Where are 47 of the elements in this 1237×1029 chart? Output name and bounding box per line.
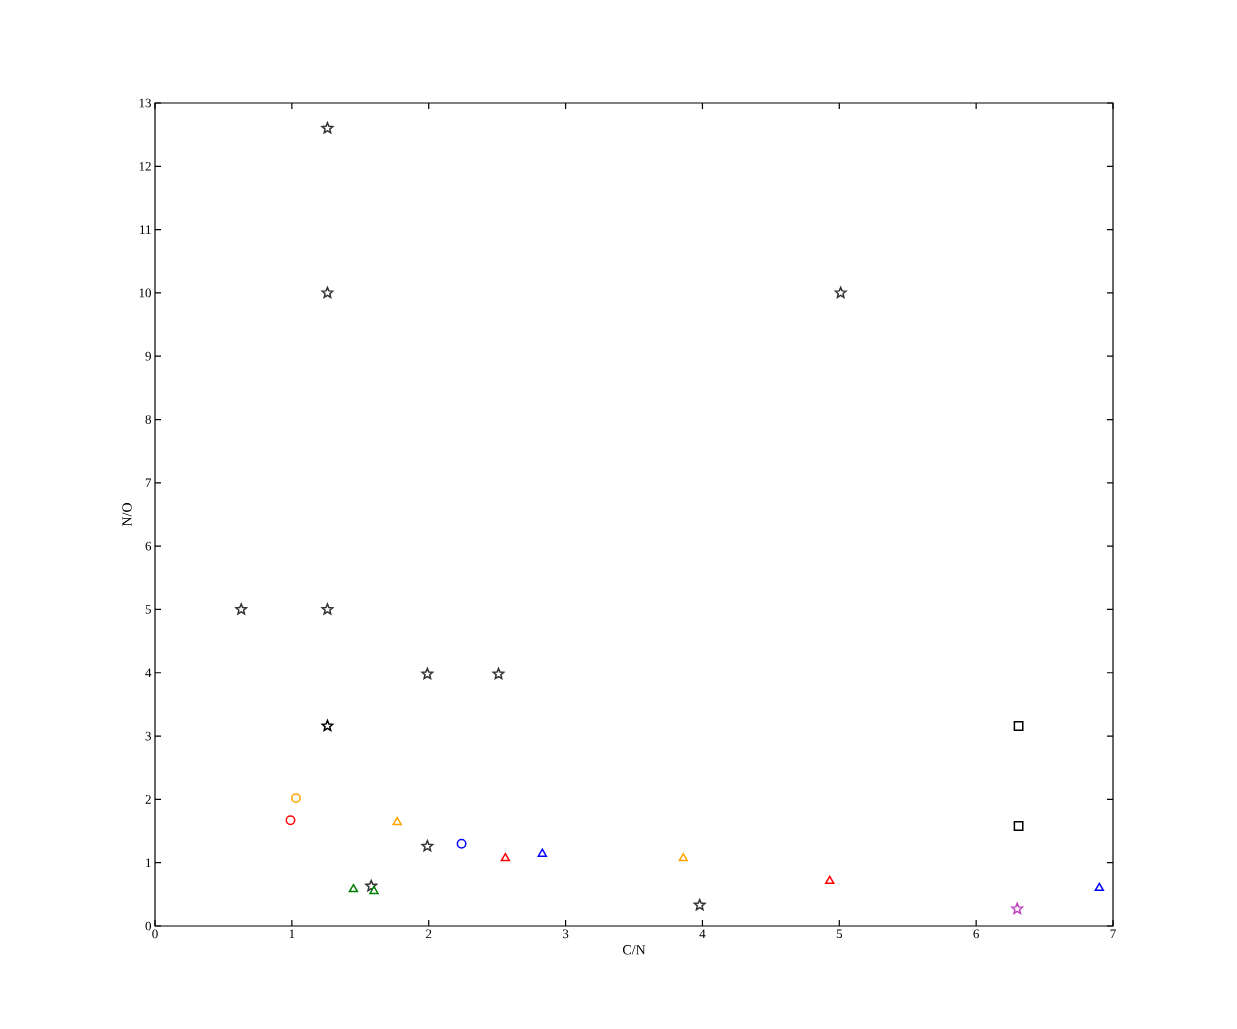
point — [456, 838, 467, 849]
y-tick-label: 12 — [139, 162, 151, 171]
y-tick-label: 4 — [145, 668, 152, 678]
y-tick-label: 3 — [145, 731, 151, 741]
x-tick-label: 5 — [836, 929, 843, 939]
y-tick-label: 5 — [145, 605, 151, 614]
point — [1013, 720, 1024, 731]
x-tick-label: 7 — [1110, 929, 1116, 938]
y-tick-label: 8 — [145, 415, 151, 424]
point — [1011, 902, 1024, 915]
point — [421, 667, 434, 680]
x-tick-label: 4 — [699, 929, 706, 939]
point — [392, 816, 402, 826]
y-tick-label: 0 — [145, 921, 151, 931]
y-tick-label: 7 — [145, 478, 152, 488]
point — [824, 875, 835, 885]
point — [321, 603, 334, 615]
y-tick-label: 10 — [139, 288, 151, 298]
point — [285, 815, 296, 826]
x-tick-label: 2 — [426, 929, 432, 939]
y-tick-label: 6 — [145, 541, 152, 551]
point — [321, 286, 334, 299]
y-tick-label: 9 — [145, 351, 151, 361]
y-tick-label: 2 — [145, 795, 151, 804]
point — [678, 852, 689, 862]
x-tick-label: 1 — [289, 929, 295, 939]
y-tick-label: 13 — [139, 98, 151, 108]
point — [235, 603, 248, 615]
y-tick-label: 11 — [140, 225, 151, 234]
point — [492, 667, 505, 680]
point — [500, 852, 511, 862]
point — [291, 793, 301, 804]
x-tick-label: 3 — [562, 929, 569, 939]
point — [1094, 882, 1105, 892]
point — [537, 848, 548, 857]
point — [321, 719, 334, 732]
y-axis-title: N/O — [122, 503, 132, 527]
point — [421, 839, 434, 852]
point — [369, 885, 379, 895]
x-axis-title: C/N — [622, 945, 646, 955]
point — [348, 883, 359, 893]
point — [693, 898, 706, 911]
x-tick-label: 6 — [973, 929, 980, 939]
point — [834, 286, 847, 299]
y-tick-label: 1 — [146, 858, 151, 867]
point — [321, 122, 334, 134]
point — [1013, 821, 1024, 831]
